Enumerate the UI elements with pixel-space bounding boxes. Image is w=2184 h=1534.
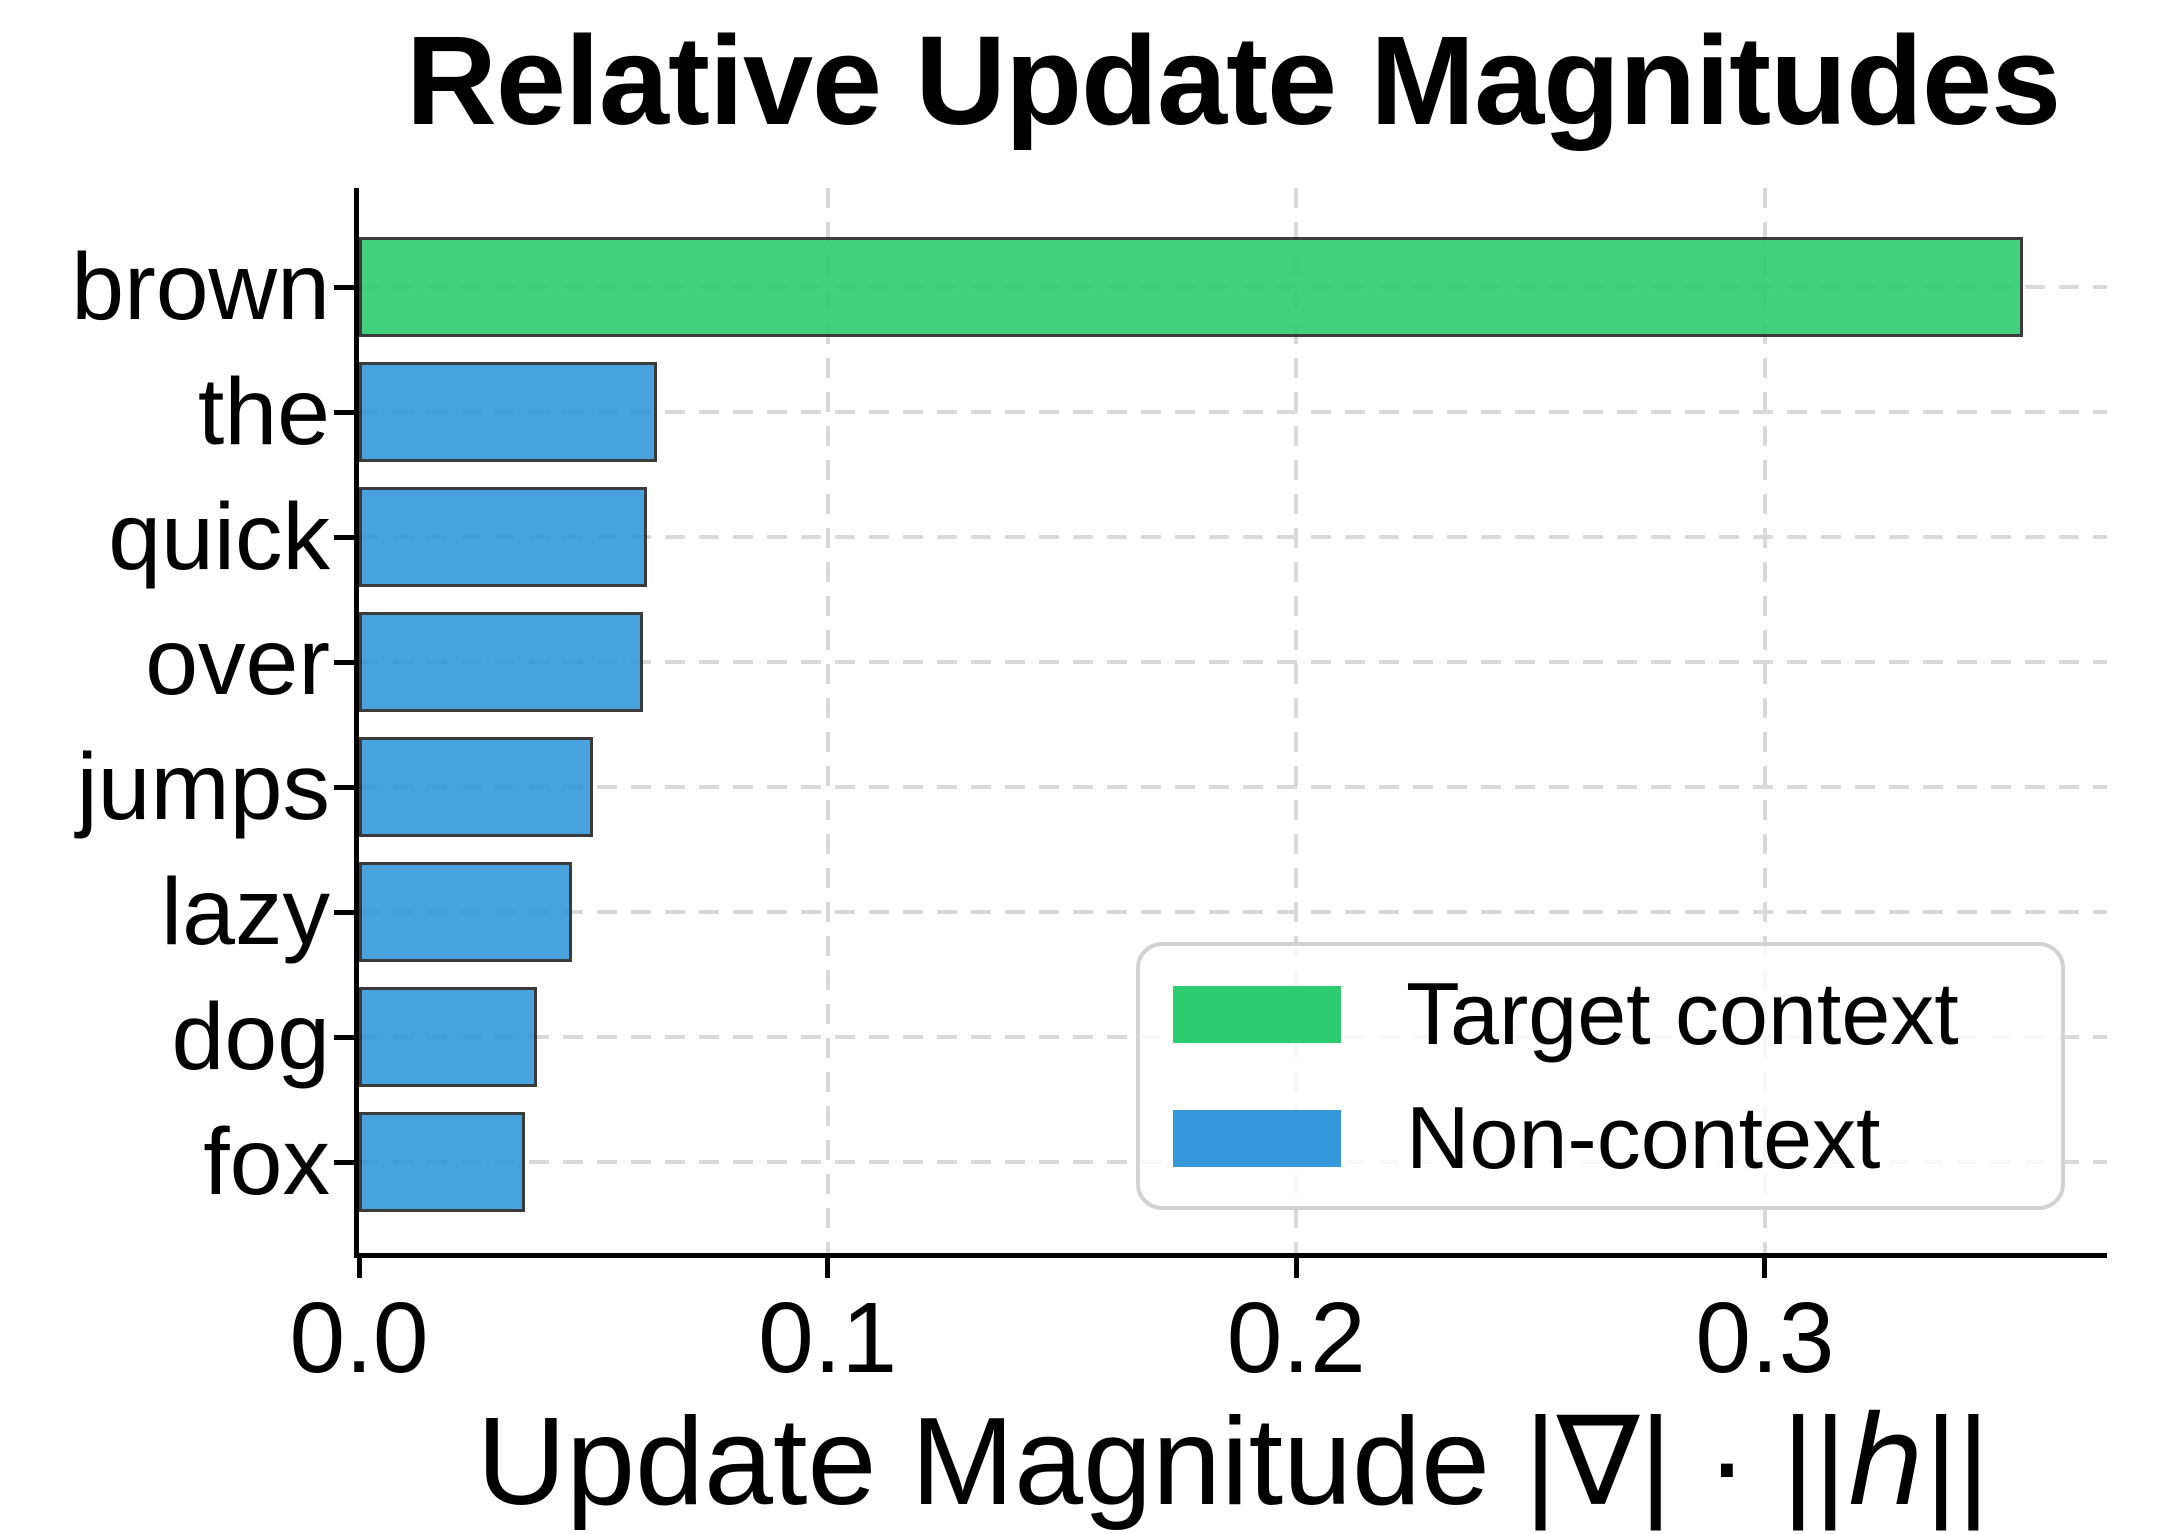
y-tick-label-lazy: lazy bbox=[161, 859, 330, 965]
bar-fox bbox=[359, 1112, 526, 1212]
y-tick-mark bbox=[334, 534, 354, 540]
legend-entry: Target context bbox=[1173, 964, 2061, 1064]
vertical-gridline bbox=[825, 188, 830, 1253]
horizontal-gridline bbox=[359, 910, 2107, 914]
y-tick-mark bbox=[334, 1034, 354, 1040]
bar-jumps bbox=[359, 737, 594, 837]
y-tick-label-over: over bbox=[145, 609, 330, 715]
y-tick-mark bbox=[334, 409, 354, 415]
y-tick-label-brown: brown bbox=[71, 234, 330, 340]
legend: Target context Non-context bbox=[1136, 942, 2065, 1210]
chart-title: Relative Update Magnitudes bbox=[405, 10, 2061, 151]
y-tick-label-dog: dog bbox=[171, 984, 330, 1090]
bar-quick bbox=[359, 487, 648, 587]
plot-area bbox=[359, 188, 2107, 1253]
y-tick-label-fox: fox bbox=[203, 1109, 330, 1215]
vertical-gridline bbox=[1762, 188, 1767, 1253]
x-axis-spine bbox=[354, 1253, 2107, 1258]
y-tick-label-the: the bbox=[197, 359, 330, 465]
legend-label: Non-context bbox=[1406, 1088, 1881, 1187]
legend-swatch-non bbox=[1173, 1109, 1341, 1167]
y-tick-mark bbox=[334, 909, 354, 915]
y-tick-mark bbox=[334, 784, 354, 790]
x-tick-mark bbox=[1762, 1258, 1768, 1278]
x-tick-label: 0.1 bbox=[758, 1282, 898, 1394]
x-tick-label: 0.2 bbox=[1226, 1282, 1366, 1394]
bar-over bbox=[359, 612, 643, 712]
y-tick-mark bbox=[334, 1159, 354, 1165]
y-tick-label-jumps: jumps bbox=[76, 734, 330, 840]
y-tick-mark bbox=[334, 284, 354, 290]
vertical-gridline bbox=[1294, 188, 1299, 1253]
y-axis-spine bbox=[354, 188, 359, 1258]
x-tick-mark bbox=[825, 1258, 831, 1278]
horizontal-gridline bbox=[359, 535, 2107, 539]
bar-lazy bbox=[359, 862, 573, 962]
x-tick-label: 0.0 bbox=[289, 1282, 429, 1394]
x-axis-label: Update Magnitude |∇| · ||ℎ|| bbox=[476, 1393, 1990, 1531]
bar-the bbox=[359, 362, 657, 462]
horizontal-gridline bbox=[359, 410, 2107, 414]
bar-brown bbox=[359, 237, 2023, 337]
y-tick-label-quick: quick bbox=[108, 484, 330, 590]
horizontal-gridline bbox=[359, 660, 2107, 664]
legend-entry: Non-context bbox=[1173, 1088, 2061, 1188]
x-tick-label: 0.3 bbox=[1695, 1282, 1835, 1394]
horizontal-gridline bbox=[359, 785, 2107, 789]
bar-dog bbox=[359, 987, 538, 1087]
legend-label: Target context bbox=[1406, 964, 1959, 1063]
legend-swatch-target bbox=[1173, 985, 1341, 1043]
x-tick-mark bbox=[1293, 1258, 1299, 1278]
x-tick-mark bbox=[356, 1258, 362, 1278]
y-tick-mark bbox=[334, 659, 354, 665]
